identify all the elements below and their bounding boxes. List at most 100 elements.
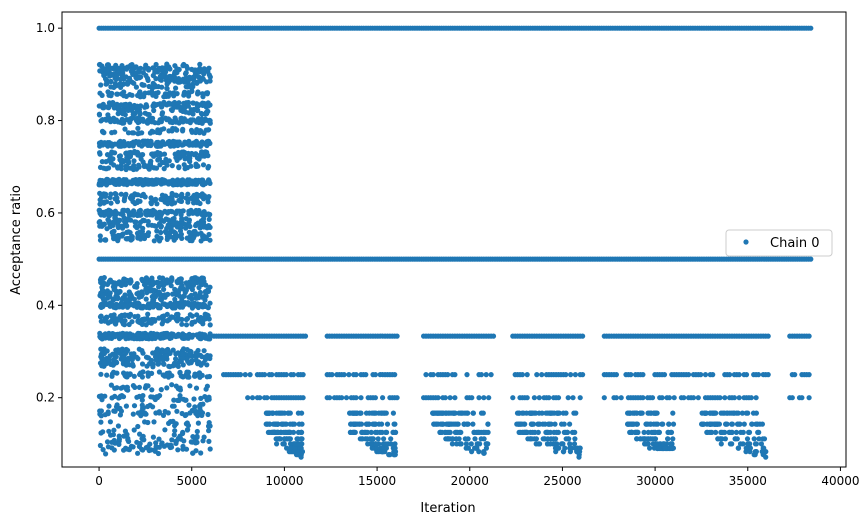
data-point [201,180,208,186]
data-point [112,332,118,338]
data-point [155,361,161,367]
data-point [105,112,111,118]
data-point [150,361,156,367]
data-point [279,410,285,416]
data-point [359,429,365,435]
data-point [108,84,114,90]
data-point [468,441,474,447]
legend: Chain 0 [725,229,833,257]
data-point [172,151,178,157]
data-point [193,292,199,298]
data-point [712,421,718,427]
data-point [108,191,114,197]
data-point [274,410,280,416]
data-point [363,372,369,378]
data-point [206,118,212,124]
data-point [137,89,143,95]
data-point [195,371,201,377]
data-point [808,25,814,31]
data-point [180,177,186,183]
data-point [166,128,172,134]
data-point [376,421,382,427]
data-point [197,65,203,72]
data-point [199,91,206,97]
data-point [165,141,171,147]
data-point [559,421,565,427]
data-point [464,372,470,378]
data-point [172,423,178,429]
data-point [545,429,551,435]
data-point [98,82,104,88]
x-tick-label: 25000 [543,474,581,488]
data-point [183,70,189,76]
data-point [150,434,156,440]
data-point [161,177,167,183]
data-point [172,230,178,236]
data-point [670,436,676,442]
data-point [327,395,333,401]
data-point [97,334,103,340]
data-point [431,410,437,416]
data-point [196,221,203,227]
data-point [154,350,160,356]
data-point [720,429,726,435]
data-point [390,410,396,416]
data-point [103,451,109,457]
data-point [100,296,106,302]
data-point [735,421,741,427]
data-point [138,156,144,162]
data-point [123,336,129,342]
data-point [206,212,212,218]
data-point [670,445,676,451]
data-point [103,159,109,165]
data-point [135,119,141,126]
data-point [143,286,149,293]
data-point [207,322,213,328]
data-point [270,429,276,435]
data-point [175,311,181,317]
data-point [661,441,667,447]
data-point [573,410,579,416]
data-point [570,395,576,401]
data-point [143,275,149,281]
data-point [116,218,122,224]
data-point [170,418,176,424]
data-point [188,180,194,186]
data-point [666,421,672,427]
data-point [198,450,204,456]
data-point [653,441,659,447]
data-point [112,408,118,414]
data-point [124,163,130,169]
data-point [119,91,125,97]
data-point [108,382,114,388]
data-point [171,215,177,222]
data-point [163,348,169,354]
data-point [205,127,211,133]
data-point [175,397,181,403]
data-point [161,361,167,367]
data-point [98,139,104,145]
data-point [469,395,475,401]
data-point [138,236,144,242]
data-point [186,222,192,228]
data-point [186,402,192,408]
data-point [698,372,704,378]
data-point [639,410,645,416]
data-point [178,224,184,230]
data-point [169,373,175,379]
data-point [546,421,552,427]
data-point [125,106,131,112]
data-point [188,107,194,113]
data-point [662,445,668,452]
data-point [178,212,184,218]
data-point [287,421,293,427]
data-point [155,157,161,163]
data-point [125,437,131,443]
data-point [179,216,185,222]
data-point [756,436,762,442]
data-point [189,117,195,123]
data-point [157,141,163,148]
data-point [463,441,469,447]
data-point [275,429,281,435]
data-point [197,61,203,67]
